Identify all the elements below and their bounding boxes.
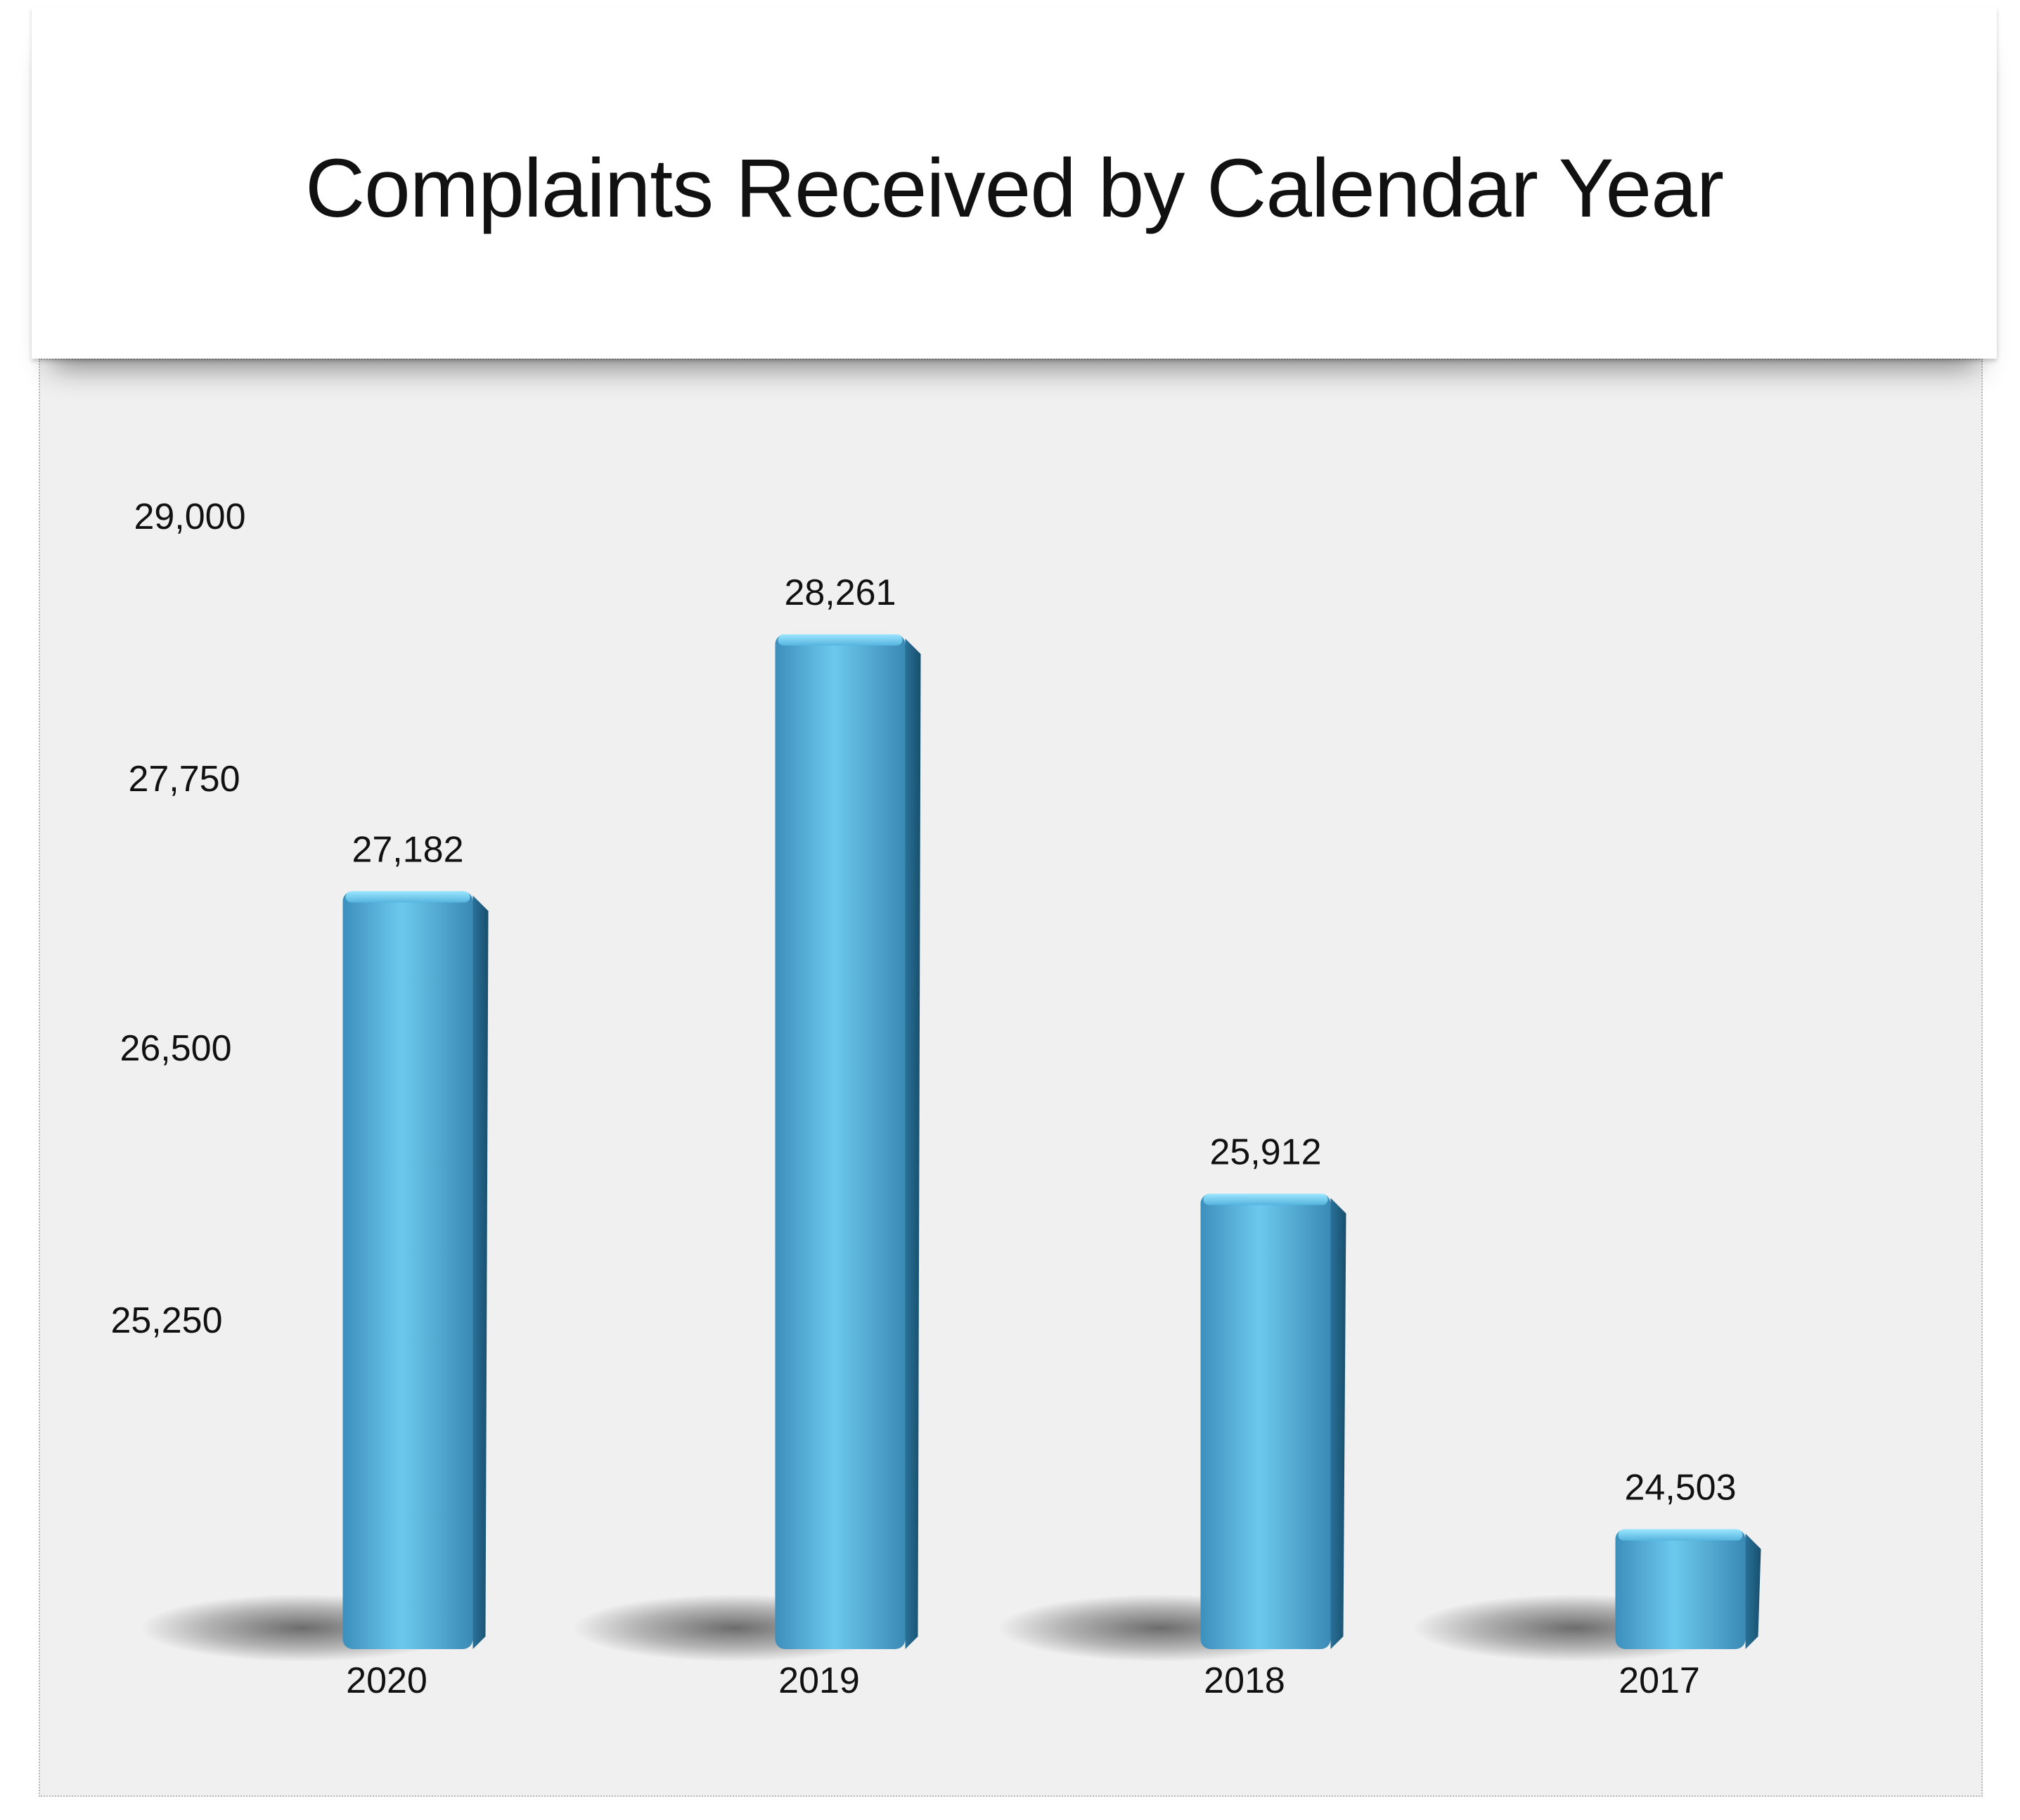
x-tick-label: 2017 [1619, 1660, 1700, 1701]
bar-side [905, 638, 921, 1649]
bar-2019 [775, 634, 906, 1649]
y-tick-label: 26,500 [120, 1028, 231, 1069]
chart-title: Complaints Received by Calendar Year [304, 142, 1724, 235]
bar-2017 [1615, 1529, 1746, 1649]
bar-side [472, 895, 489, 1649]
bar-side [1745, 1533, 1761, 1649]
data-label: 25,912 [1209, 1132, 1321, 1172]
title-card: Complaints Received by Calendar Year [32, 7, 1997, 359]
bar-side [1330, 1198, 1346, 1649]
x-tick-label: 2019 [778, 1660, 860, 1701]
data-label: 27,182 [352, 829, 463, 870]
bar-top [345, 891, 470, 903]
bar-2018 [1200, 1193, 1331, 1649]
data-label: 24,503 [1624, 1468, 1736, 1508]
y-tick-label: 27,750 [128, 759, 240, 800]
x-tick-label: 2020 [346, 1660, 427, 1701]
bar-2020 [342, 891, 473, 1649]
bar-top [1618, 1529, 1743, 1541]
y-tick-label: 29,000 [134, 496, 245, 537]
bar-top [1203, 1193, 1328, 1205]
data-label: 28,261 [784, 572, 896, 613]
x-tick-label: 2018 [1204, 1660, 1285, 1701]
bar-top [778, 634, 903, 646]
y-tick-label: 25,250 [110, 1300, 222, 1341]
